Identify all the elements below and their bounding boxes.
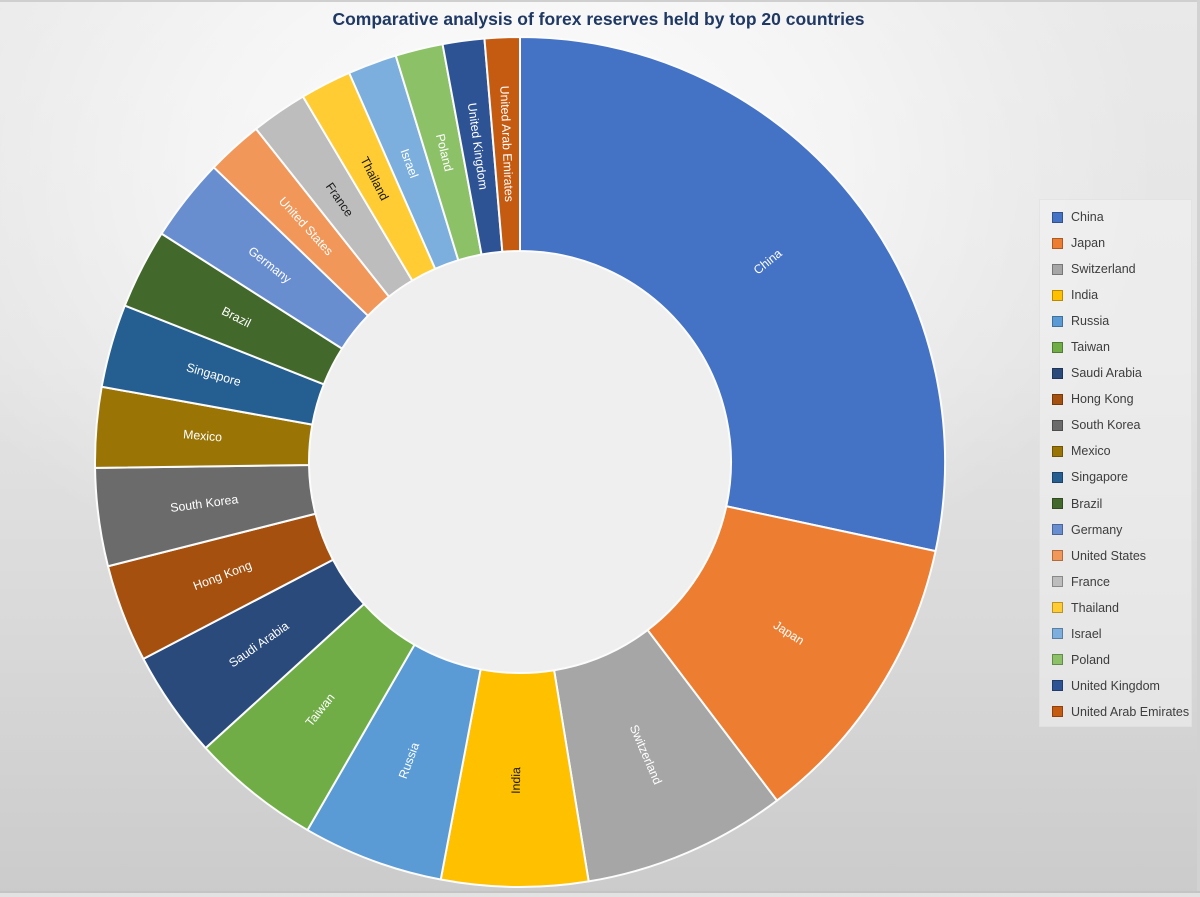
svg-text:Mexico: Mexico <box>183 427 223 444</box>
svg-text:United Arab Emirates: United Arab Emirates <box>497 85 516 202</box>
svg-text:India: India <box>509 767 523 794</box>
